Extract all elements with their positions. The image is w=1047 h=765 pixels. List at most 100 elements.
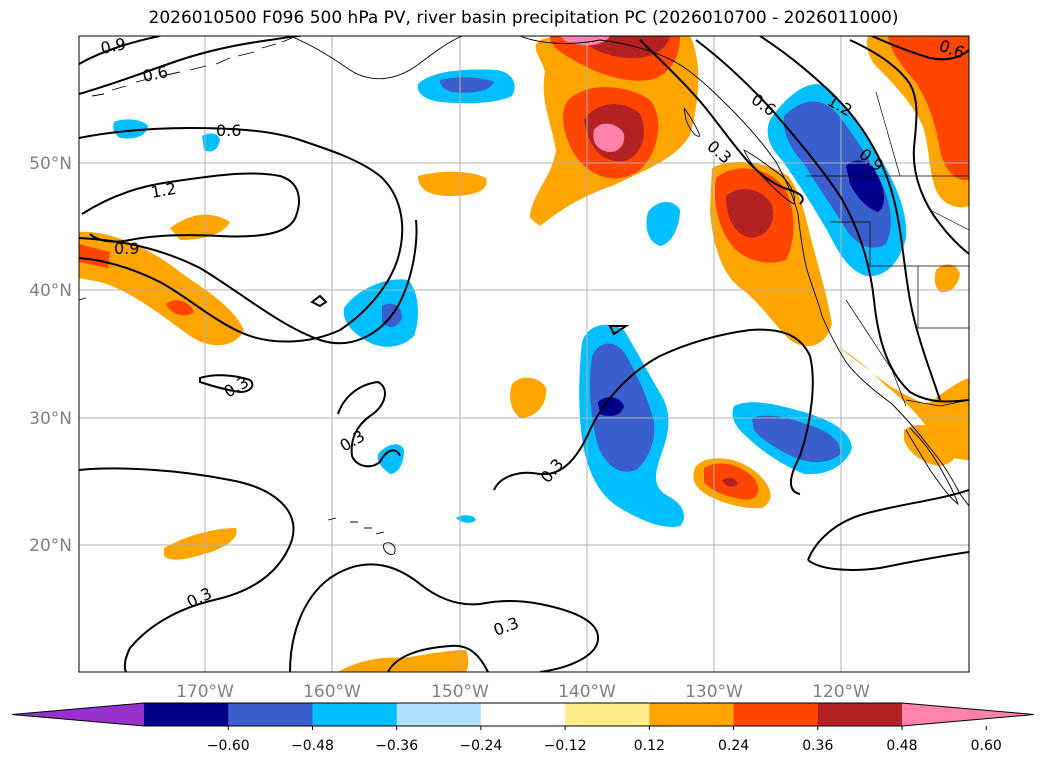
pv-contour-0.3-hawaii bbox=[387, 644, 489, 672]
precip-patch-south-edge bbox=[338, 650, 469, 672]
colorbar-segment bbox=[565, 703, 650, 726]
precip-patch-north-pac-peak bbox=[593, 123, 625, 153]
map-panel: 0.9 0.6 0.6 1.2 0.9 0.3 0.3 0.3 0.3 0.3 … bbox=[78, 34, 970, 673]
border-us-mexico bbox=[905, 399, 969, 407]
lon-label-120w: 120°W bbox=[812, 682, 870, 702]
precip-patch-138w-core bbox=[598, 397, 624, 416]
colorbar-segment bbox=[396, 703, 482, 726]
coastlines bbox=[79, 36, 969, 555]
border-canada-provinces bbox=[875, 91, 969, 231]
precip-patch-145w bbox=[510, 377, 547, 418]
pv-contour-0.9-north bbox=[79, 36, 161, 65]
contour-label-1.2: 1.2 bbox=[149, 179, 177, 202]
colorbar-tick-label: 0.60 bbox=[971, 738, 1002, 754]
map-frame bbox=[78, 35, 970, 673]
precip-patch-bc-mid bbox=[783, 101, 891, 248]
lon-label-160w: 160°W bbox=[303, 682, 361, 702]
precip-patch-176w bbox=[113, 119, 148, 139]
colorbar-extend-min bbox=[12, 703, 144, 726]
pv-contours bbox=[79, 36, 969, 672]
coastline-baja bbox=[905, 427, 959, 506]
map-title: 2026010500 F096 500 hPa PV, river basin … bbox=[148, 8, 899, 28]
precip-patch-bc-core bbox=[846, 160, 884, 212]
colorbar: −0.60 −0.48 −0.36 −0.24 −0.12 0.12 0.24 0.36 0.4… bbox=[11, 702, 1035, 754]
precip-patch-156w-north-core bbox=[440, 77, 494, 93]
latitude-labels: 50°N 40°N 30°N 20°N bbox=[29, 154, 72, 556]
pv-contour-0.3-southwest bbox=[79, 467, 295, 672]
lon-label-170w: 170°W bbox=[176, 682, 234, 702]
precip-patch-127w-core bbox=[752, 415, 841, 463]
colorbar-segment bbox=[480, 703, 566, 726]
precip-patch-170w-south bbox=[164, 528, 237, 560]
pv-contour-0.9-canada bbox=[759, 36, 941, 401]
colorbar-tick-label: 0.36 bbox=[802, 738, 833, 754]
coastline-kamchatka-edge bbox=[79, 297, 87, 301]
pv-contour-0.3-coast bbox=[639, 39, 804, 205]
precip-patch-west-dot bbox=[166, 300, 194, 316]
colorbar-tick-label: 0.24 bbox=[718, 738, 749, 754]
pv-contour-small-diamond bbox=[310, 294, 328, 308]
colorbar-tick-label: −0.48 bbox=[291, 738, 334, 754]
colorbar-tick-label: −0.60 bbox=[207, 738, 250, 754]
pv-contour-0.3-east-lower bbox=[807, 551, 969, 571]
colorbar-tick-label: 0.12 bbox=[634, 738, 665, 754]
pv-contour-0.6-canada bbox=[695, 39, 969, 403]
pv-contour-0.9-mid bbox=[79, 219, 418, 345]
colorbar-extend-max bbox=[902, 703, 1034, 726]
colorbar-segment bbox=[817, 703, 903, 726]
lat-label-50n: 50°N bbox=[29, 154, 72, 174]
pv-contour-0.6-north bbox=[79, 36, 301, 95]
contour-label-0.6-north: 0.6 bbox=[141, 62, 170, 86]
colorbar-segments bbox=[11, 702, 1035, 727]
colorbar-tick-label: 0.48 bbox=[886, 738, 917, 754]
coastline-alaska bbox=[289, 36, 463, 80]
lat-label-40n: 40°N bbox=[29, 281, 72, 301]
precip-patch-west-band bbox=[79, 231, 244, 346]
pv-contour-0.3-east bbox=[807, 489, 969, 561]
pv-contour-0.3-central bbox=[337, 380, 401, 468]
colorbar-ticks: −0.60 −0.48 −0.36 −0.24 −0.12 0.12 0.24 0.36 0.4… bbox=[207, 726, 1002, 754]
precip-patch-172w bbox=[202, 133, 220, 152]
precip-patch-151w bbox=[418, 171, 487, 196]
pv-contour-0.6-east bbox=[871, 36, 969, 61]
colorbar-tick-label: −0.36 bbox=[375, 738, 418, 754]
colorbar-segment bbox=[733, 703, 819, 726]
pv-contour-1.2-canada bbox=[849, 39, 969, 255]
precip-patch-170w bbox=[170, 214, 230, 240]
lon-label-150w: 150°W bbox=[431, 682, 489, 702]
border-us-states-2 bbox=[917, 266, 969, 329]
lon-label-130w: 130°W bbox=[685, 682, 743, 702]
precip-patch-nw-canada-core bbox=[888, 36, 969, 181]
precip-patch-148w-south bbox=[456, 515, 476, 523]
colorbar-segment bbox=[312, 703, 398, 726]
colorbar-tick-label: −0.12 bbox=[544, 738, 587, 754]
contour-label-0.6-mid: 0.6 bbox=[216, 121, 241, 140]
lat-label-30n: 30°N bbox=[29, 409, 72, 429]
coastline-gulf-of-alaska bbox=[519, 36, 969, 507]
pv-contour-0.3-south bbox=[289, 563, 600, 672]
border-us-states-1 bbox=[830, 221, 969, 267]
coastline-aleutians bbox=[91, 37, 293, 97]
precip-patch-pnw-core bbox=[726, 189, 774, 238]
colorbar-segment bbox=[144, 703, 229, 726]
lon-label-140w: 140°W bbox=[558, 682, 616, 702]
precip-patch-156w bbox=[343, 279, 418, 347]
colorbar-segment bbox=[228, 703, 313, 726]
pv-contour-1.2 bbox=[81, 172, 300, 243]
colorbar-outline bbox=[11, 702, 1035, 727]
longitude-labels: 170°W 160°W 150°W 140°W 130°W 120°W bbox=[176, 682, 870, 702]
precip-patch-140w-north bbox=[646, 201, 680, 246]
precip-patch-130w-dot bbox=[722, 477, 738, 487]
colorbar-segment bbox=[649, 703, 735, 726]
pv-contour-0.3-trough bbox=[493, 328, 814, 495]
contour-label-0.9-mid: 0.9 bbox=[114, 239, 139, 258]
coastline-hawaii bbox=[327, 517, 396, 555]
pv-contour-0.3-small bbox=[199, 374, 254, 394]
pv-contour-0.6-mid bbox=[79, 126, 404, 343]
coastline-haida-gwaii bbox=[683, 107, 701, 137]
pv-contour-small-triangle bbox=[608, 325, 630, 336]
colorbar-tick-label: −0.24 bbox=[459, 738, 502, 754]
precip-patch-idaho bbox=[934, 264, 960, 293]
contour-label-0.9-north: 0.9 bbox=[99, 34, 128, 58]
